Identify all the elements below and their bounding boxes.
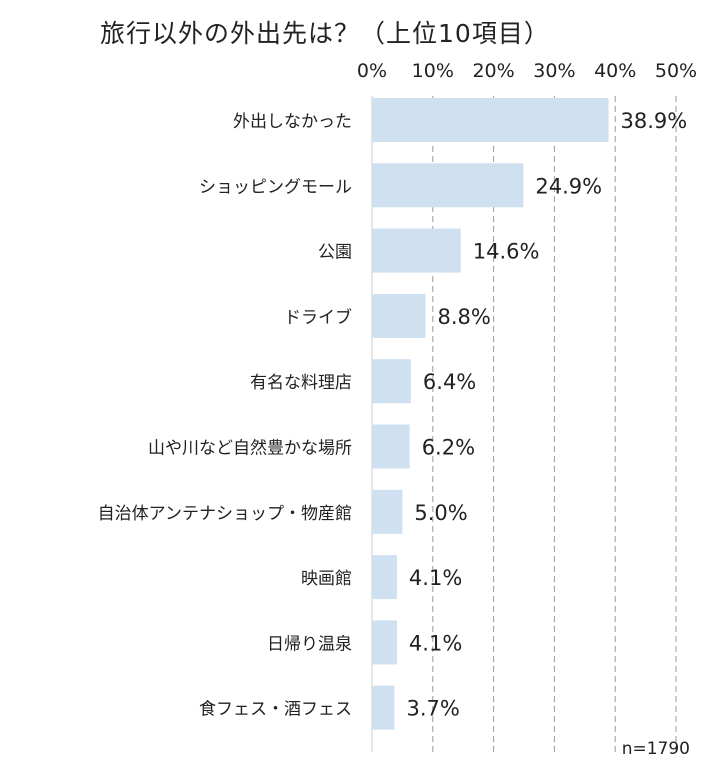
- data-label: 38.9%: [621, 109, 688, 133]
- category-label: ドライブ: [284, 307, 352, 328]
- category-label: 公園: [318, 243, 352, 263]
- category-label: 食フェス・酒フェス: [199, 700, 352, 720]
- category-label: 日帰り温泉: [267, 634, 352, 654]
- data-label: 4.1%: [409, 631, 462, 655]
- x-tick-label: 50%: [655, 60, 697, 82]
- bar: [372, 424, 410, 469]
- chart-title: 旅行以外の外出先は？（上位10項目）: [100, 19, 550, 48]
- category-label: 山や川など自然豊かな場所: [148, 439, 352, 459]
- category-label: 有名な料理店: [250, 373, 352, 393]
- x-tick-label: 30%: [533, 60, 575, 82]
- bar: [372, 293, 426, 338]
- data-label: 8.8%: [438, 305, 491, 329]
- x-tick-label: 40%: [594, 60, 636, 82]
- data-label: 3.7%: [406, 697, 459, 721]
- bar: [372, 489, 403, 534]
- data-label: 24.9%: [535, 174, 602, 198]
- category-label: 外出しなかった: [233, 112, 352, 132]
- bar: [372, 359, 411, 404]
- data-label: 6.4%: [423, 370, 476, 394]
- category-label: 自治体アンテナショップ・物産館: [98, 504, 352, 524]
- bar: [372, 685, 395, 730]
- bar: [372, 98, 609, 142]
- data-label: 14.6%: [473, 240, 540, 264]
- data-label: 5.0%: [414, 501, 467, 525]
- bar: [372, 620, 397, 665]
- data-label: 6.2%: [422, 436, 475, 460]
- bar: [372, 555, 397, 600]
- data-label: 4.1%: [409, 566, 462, 590]
- category-label: 映画館: [301, 569, 352, 589]
- sample-size-note: n=1790: [622, 739, 690, 759]
- bar: [372, 228, 461, 273]
- x-tick-label: 20%: [472, 60, 514, 82]
- x-tick-label: 10%: [412, 60, 454, 82]
- x-tick-label: 0%: [357, 60, 387, 82]
- category-label: ショッピングモール: [199, 177, 352, 197]
- bar: [372, 163, 524, 208]
